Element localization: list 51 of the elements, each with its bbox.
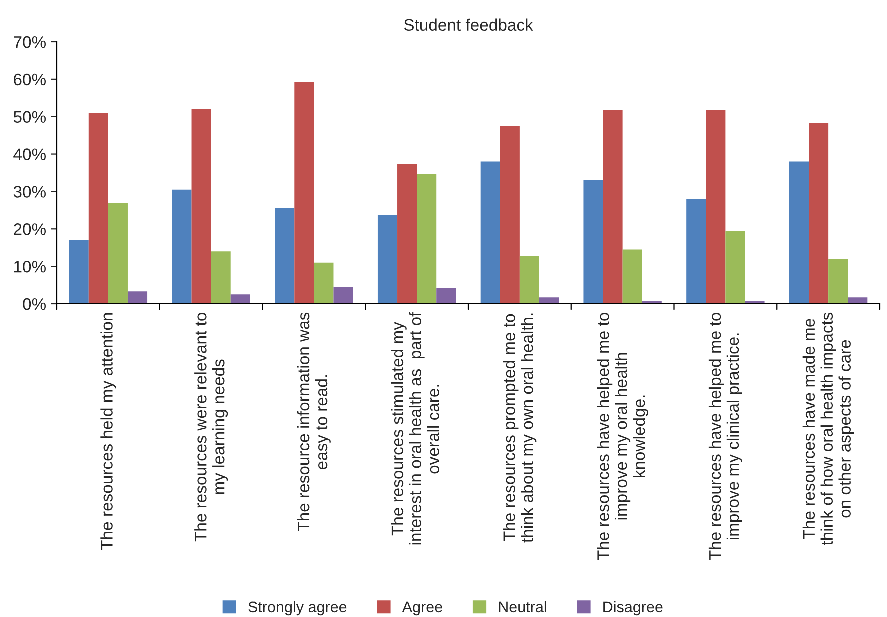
bar	[584, 180, 604, 304]
bar	[417, 174, 437, 304]
chart-title: Student feedback	[404, 18, 534, 32]
x-tick-label: The resource information was easy to read.	[297, 312, 331, 532]
bar	[230, 294, 250, 304]
x-tick-label: The resources were relevant to my learning needs	[194, 313, 228, 542]
bar	[539, 298, 560, 304]
bar	[69, 240, 89, 304]
legend-label: Neutral	[499, 601, 546, 613]
legend-label: Disagree	[604, 601, 663, 616]
bar	[706, 110, 726, 304]
bar	[809, 123, 829, 304]
legend-label: Strongly agree	[248, 601, 347, 616]
bar	[294, 82, 314, 304]
bar	[520, 256, 540, 304]
y-tick-label: 30%	[14, 186, 46, 198]
y-tick-label: 20%	[14, 224, 46, 236]
x-tick-label: The resources stimulated my interest in oral health as part of overall care.	[391, 312, 440, 545]
y-tick-label: 60%	[14, 74, 46, 86]
bar	[848, 298, 868, 304]
y-tick-label: 0%	[23, 298, 46, 310]
x-tick-label: The resources have helped me to improve my clinical practice.	[708, 313, 742, 560]
x-tick-label: The resources have helped me to improve my oral health knowledge.	[597, 313, 649, 560]
bar	[622, 250, 642, 304]
bar	[108, 202, 128, 304]
y-tick-label: 50%	[14, 111, 46, 124]
legend-label: Agree	[402, 602, 442, 616]
bar	[128, 292, 148, 304]
bar	[686, 199, 706, 304]
y-tick-label: 40%	[14, 148, 46, 160]
bar	[789, 162, 810, 304]
x-tick-label: The resources held my attention	[100, 313, 116, 550]
x-tick-label: The resources prompted me to think about my own oral health.	[503, 314, 537, 543]
y-tick-label: 70%	[14, 36, 46, 48]
bar	[436, 288, 456, 304]
bar	[480, 162, 500, 304]
bar	[334, 287, 354, 304]
bar	[211, 252, 231, 304]
bar	[314, 262, 334, 304]
bar	[398, 164, 418, 304]
bar	[88, 113, 108, 304]
bar	[500, 126, 520, 304]
y-tick-label: 10%	[14, 260, 46, 273]
bar	[172, 190, 192, 304]
bar	[828, 259, 848, 304]
bar	[726, 231, 746, 304]
bar	[192, 109, 212, 304]
bar	[275, 208, 295, 304]
bar	[603, 110, 623, 304]
x-tick-label: The resources have made me think of how oral health impacts on other aspects of care	[802, 312, 854, 546]
bar	[378, 215, 398, 304]
